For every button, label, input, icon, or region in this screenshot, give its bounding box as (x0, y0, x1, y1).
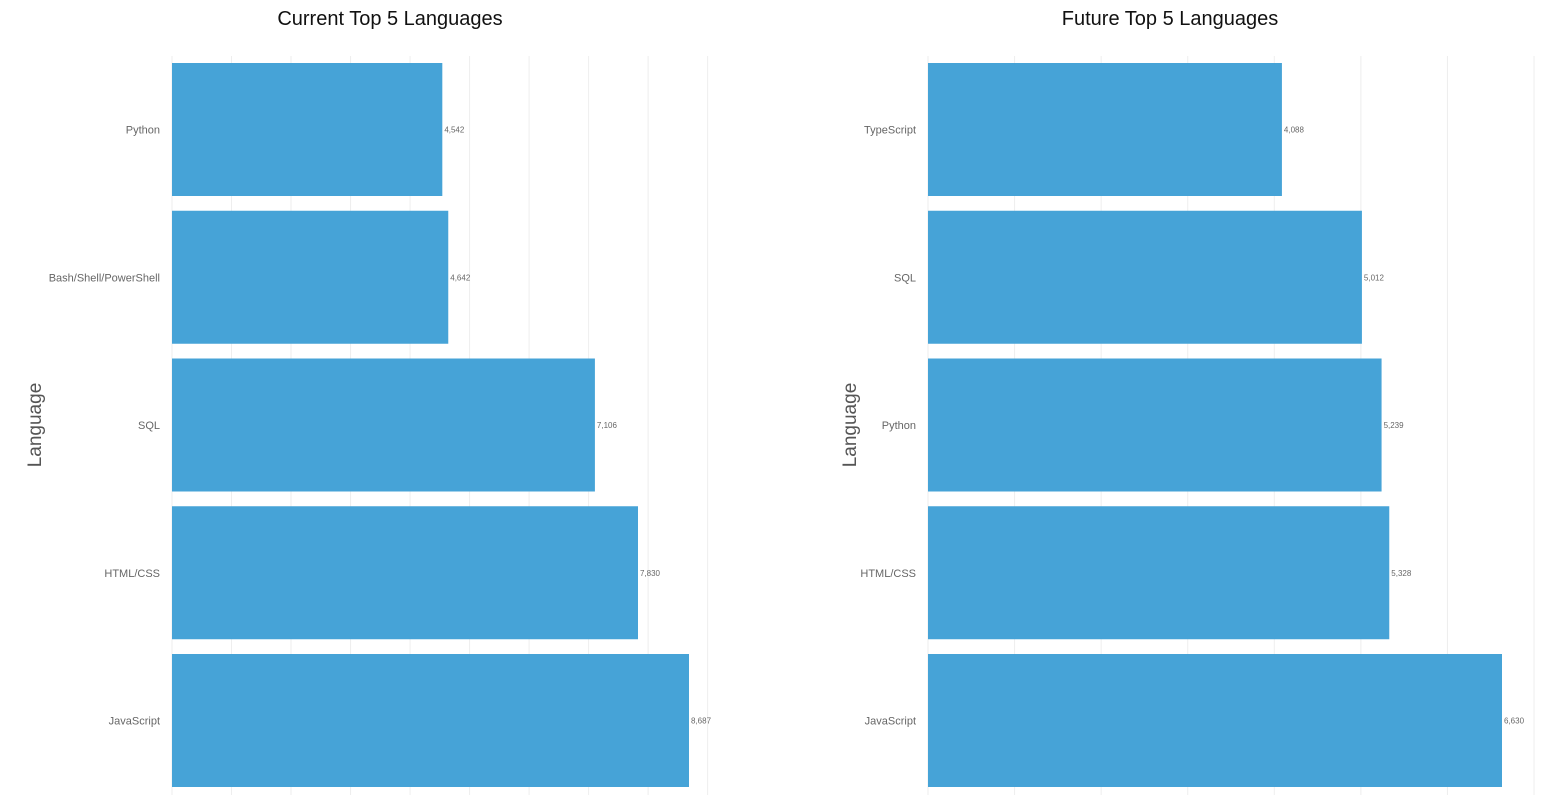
y-tick-label: SQL (894, 272, 916, 284)
chart-title: Current Top 5 Languages (277, 8, 503, 30)
data-label: 8,687 (691, 717, 712, 726)
data-label: 4,542 (444, 126, 465, 135)
chart-current-languages: Current Top 5 Languages Language Python 4… (25, 8, 712, 795)
bar (172, 63, 443, 196)
y-tick-label: HTML/CSS (860, 568, 916, 580)
bar (928, 358, 1382, 492)
y-tick-label: HTML/CSS (104, 568, 160, 580)
bar (928, 654, 1502, 787)
bar (928, 210, 1362, 344)
data-label: 5,328 (1391, 569, 1412, 578)
y-tick-label: SQL (138, 420, 160, 432)
data-label: 4,642 (450, 273, 471, 282)
y-tick-label: TypeScript (864, 125, 916, 137)
bar (172, 654, 689, 787)
y-tick-label: Python (126, 125, 160, 137)
y-tick-label: Python (882, 420, 916, 432)
chart-future-languages: Future Top 5 Languages Language TypeScri… (780, 0, 1560, 807)
y-tick-label: JavaScript (865, 716, 916, 728)
data-label: 7,106 (597, 421, 618, 430)
bar (172, 210, 449, 344)
data-label: 6,630 (1504, 717, 1525, 726)
data-label: 5,239 (1384, 421, 1405, 430)
bar (172, 358, 595, 492)
y-tick-label: JavaScript (109, 716, 160, 728)
data-label: 5,012 (1364, 273, 1385, 282)
bar-plot-current: Python 4,542 Bash/Shell/PowerShell 4,642 SQL… (49, 56, 712, 795)
bar (928, 63, 1282, 196)
bar-plot-future: TypeScript 4,088 SQL 5,012 Python 5,239 HTML/C… (860, 56, 1535, 795)
data-label: 4,088 (1284, 126, 1305, 135)
y-tick-label: Bash/Shell/PowerShell (49, 272, 160, 284)
bar (172, 506, 638, 640)
chart-title: Future Top 5 Languages (1061, 8, 1279, 30)
data-label: 7,830 (640, 569, 661, 578)
bar (928, 506, 1390, 640)
